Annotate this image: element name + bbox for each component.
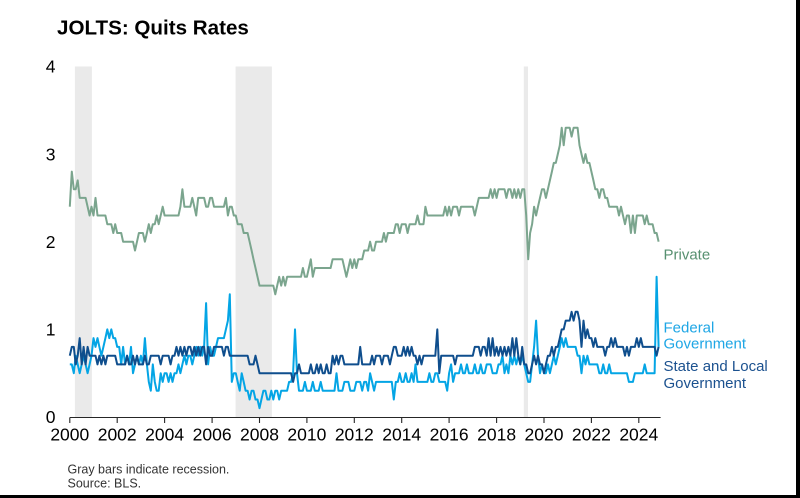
svg-text:4: 4 xyxy=(46,57,56,77)
svg-text:2016: 2016 xyxy=(430,425,469,445)
svg-text:0: 0 xyxy=(46,407,56,427)
svg-text:Gray bars indicate recession.: Gray bars indicate recession. xyxy=(68,463,230,477)
svg-text:2024: 2024 xyxy=(619,425,658,445)
svg-text:2020: 2020 xyxy=(525,425,564,445)
svg-text:2014: 2014 xyxy=(382,425,421,445)
svg-text:2012: 2012 xyxy=(335,425,374,445)
svg-text:Government: Government xyxy=(664,336,747,353)
svg-text:2018: 2018 xyxy=(477,425,516,445)
svg-text:2006: 2006 xyxy=(193,425,232,445)
svg-text:2010: 2010 xyxy=(287,425,326,445)
svg-text:2004: 2004 xyxy=(145,425,184,445)
svg-text:Private: Private xyxy=(664,247,711,264)
svg-text:2022: 2022 xyxy=(572,425,611,445)
svg-text:1: 1 xyxy=(46,320,56,340)
svg-text:2: 2 xyxy=(46,232,56,252)
svg-text:Federal: Federal xyxy=(664,320,715,337)
svg-text:2000: 2000 xyxy=(50,425,89,445)
svg-text:2008: 2008 xyxy=(240,425,279,445)
svg-text:2002: 2002 xyxy=(98,425,137,445)
svg-text:Source: BLS.: Source: BLS. xyxy=(68,477,142,491)
svg-text:3: 3 xyxy=(46,144,56,164)
svg-text:JOLTS: Quits Rates: JOLTS: Quits Rates xyxy=(57,17,249,40)
svg-text:Government: Government xyxy=(664,375,747,392)
svg-text:State and Local: State and Local xyxy=(664,358,768,375)
